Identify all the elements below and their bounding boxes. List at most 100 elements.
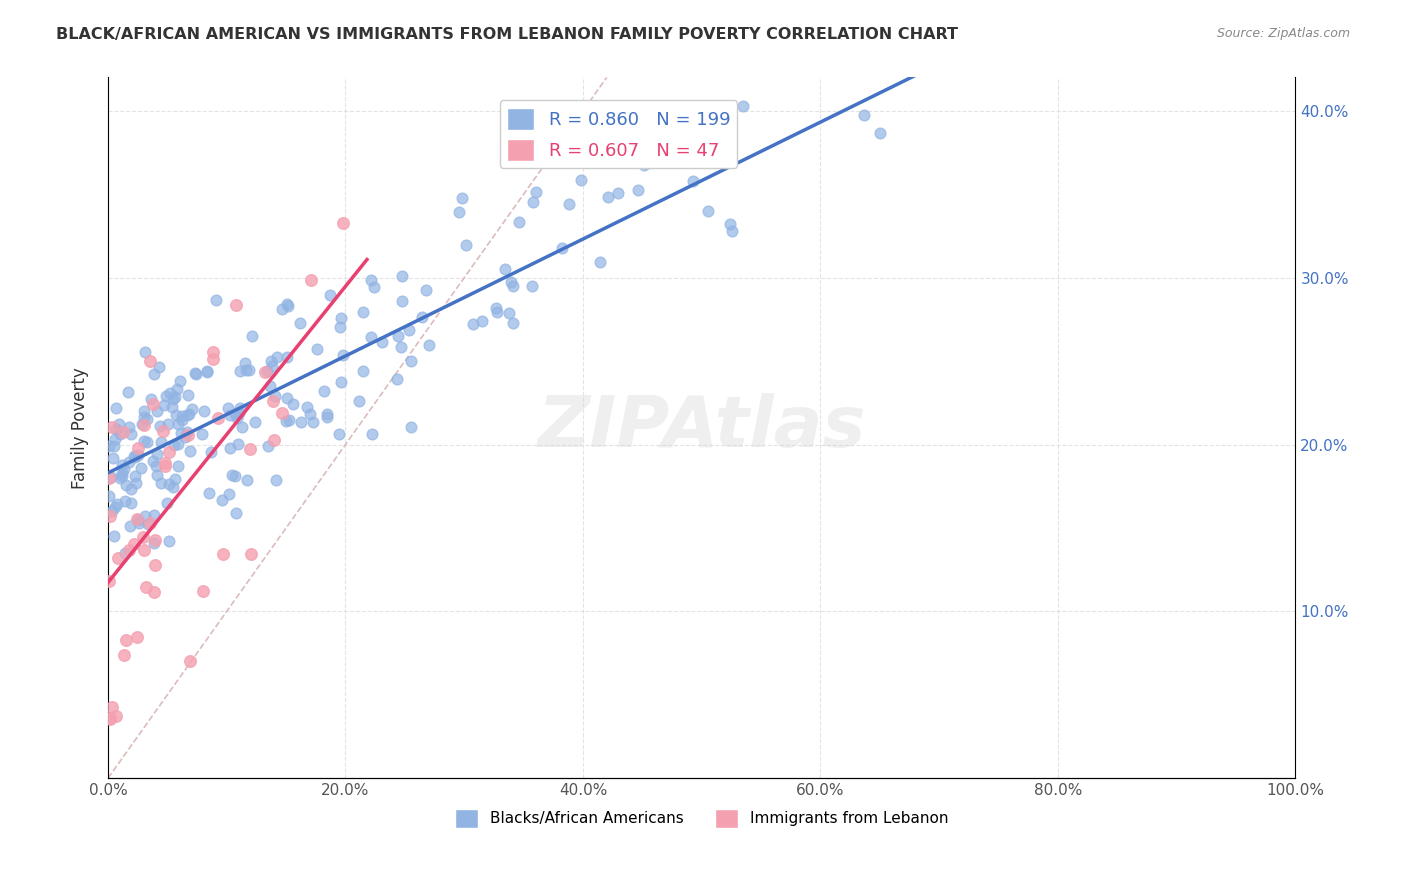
Point [218, 409, 240, 423]
Point [225, 410, 247, 425]
Point [98, 711, 121, 725]
Point [266, 350, 288, 364]
Point [114, 494, 136, 508]
Point [197, 486, 219, 500]
Point [236, 474, 259, 488]
Point [721, 224, 744, 238]
Point [239, 442, 262, 456]
Point [162, 392, 184, 406]
Point [201, 352, 224, 367]
Point [329, 375, 352, 389]
Point [129, 461, 152, 475]
Point [360, 330, 382, 344]
Point [271, 406, 294, 420]
Point [463, 317, 485, 331]
Point [195, 364, 218, 378]
Point [391, 293, 413, 308]
Point [184, 368, 207, 382]
Point [159, 385, 181, 400]
Point [224, 469, 246, 483]
Point [221, 467, 243, 482]
Point [142, 368, 165, 382]
Point [160, 400, 183, 414]
Point [193, 404, 215, 418]
Point [508, 215, 530, 229]
Point [134, 404, 156, 418]
Point [218, 487, 240, 501]
Point [118, 420, 141, 434]
Point [135, 412, 157, 426]
Point [134, 344, 156, 359]
Point [229, 401, 252, 415]
Point [104, 432, 127, 446]
Point [148, 359, 170, 374]
Point [332, 348, 354, 362]
Point [263, 389, 285, 403]
Point [314, 384, 336, 398]
Point [718, 217, 741, 231]
Point [869, 126, 891, 140]
Point [328, 427, 350, 442]
Point [124, 469, 146, 483]
Point [193, 584, 215, 599]
Point [276, 350, 298, 364]
Point [352, 364, 374, 378]
Point [149, 419, 172, 434]
Point [184, 367, 207, 381]
Point [125, 630, 148, 644]
Point [108, 427, 131, 442]
Point [143, 558, 166, 573]
Point [166, 382, 188, 396]
Point [179, 654, 201, 668]
Point [132, 434, 155, 449]
Point [352, 304, 374, 318]
Point [163, 390, 186, 404]
Point [159, 445, 181, 459]
Point [276, 414, 298, 428]
Point [219, 442, 242, 456]
Point [281, 397, 304, 411]
Point [138, 354, 160, 368]
Point [127, 448, 149, 462]
Point [179, 444, 201, 458]
Point [142, 454, 165, 468]
Point [103, 529, 125, 543]
Point [98, 509, 121, 524]
Point [225, 298, 247, 312]
Point [125, 512, 148, 526]
Point [329, 310, 352, 325]
Point [224, 407, 246, 421]
Point [226, 437, 249, 451]
Point [122, 537, 145, 551]
Point [146, 447, 169, 461]
Point [391, 340, 413, 354]
Point [172, 409, 194, 424]
Point [143, 533, 166, 547]
Point [134, 417, 156, 432]
Point [485, 305, 508, 319]
Point [387, 329, 409, 343]
Point [120, 483, 142, 497]
Point [399, 420, 422, 434]
Point [136, 435, 159, 450]
Point [411, 310, 433, 324]
Point [165, 472, 187, 486]
Point [211, 493, 233, 508]
Point [98, 712, 121, 726]
Point [101, 420, 124, 434]
Point [295, 400, 318, 414]
Point [142, 397, 165, 411]
Point [371, 335, 394, 350]
Point [498, 306, 520, 320]
Point [114, 462, 136, 476]
Point [132, 542, 155, 557]
Point [238, 363, 260, 377]
Point [150, 476, 173, 491]
Point [107, 497, 129, 511]
Point [153, 456, 176, 470]
Point [253, 365, 276, 379]
Point [132, 410, 155, 425]
Point [302, 415, 325, 429]
Point [225, 506, 247, 520]
Point [157, 477, 180, 491]
